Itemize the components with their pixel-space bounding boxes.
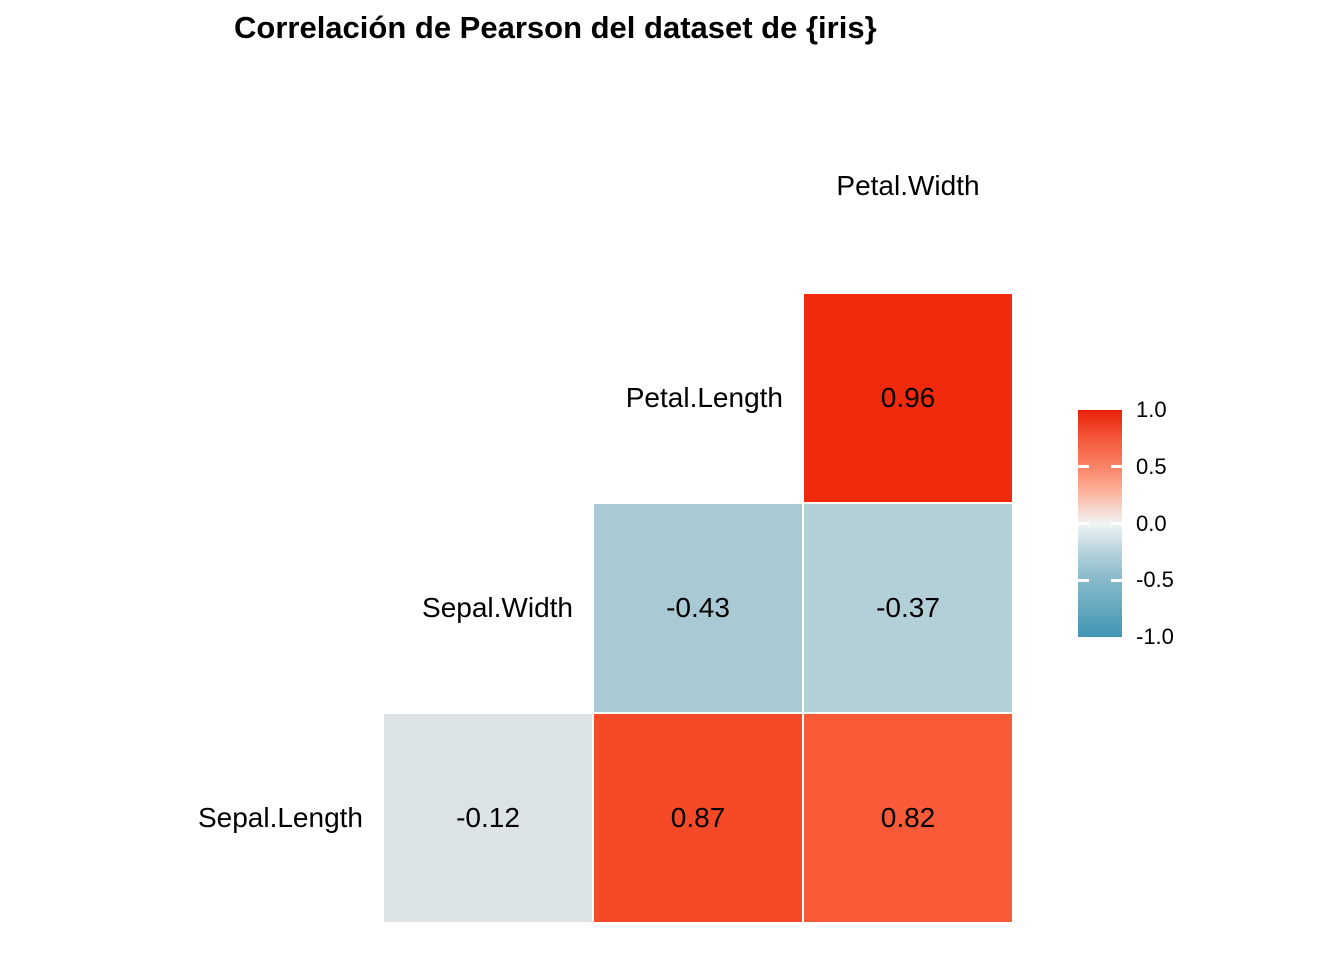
cell-value: 0.82: [880, 802, 936, 833]
legend-tick-label: -0.5: [1136, 567, 1174, 592]
legend-tick-label: 1.0: [1136, 397, 1167, 422]
cell-value: 0.96: [880, 382, 936, 413]
colorbar-tick-icon: [1111, 578, 1122, 582]
plot-title: Correlación de Pearson del dataset de {i…: [234, 10, 877, 45]
cell-value: 0.87: [670, 802, 726, 833]
cell-value: -0.37: [876, 592, 940, 623]
colorbar-tick-icon: [1078, 522, 1089, 525]
colorbar-tick-icon: [1078, 578, 1089, 582]
row-label-sepal-width: Sepal.Width: [422, 592, 573, 623]
cell-sepal-length-petal-width: 0.82: [803, 713, 1013, 923]
row-label-petal-length: Petal.Length: [625, 382, 783, 413]
legend-tick-label: 0.0: [1136, 511, 1167, 536]
column-label-petal-width: Petal.Width: [836, 170, 980, 201]
colorbar-tick-icon: [1111, 522, 1122, 525]
legend-tick-label: -1.0: [1136, 624, 1174, 649]
colorbar-tick-icon: [1111, 465, 1122, 469]
cell-value: -0.43: [666, 592, 730, 623]
cell-sepal-width-petal-width: -0.37: [803, 503, 1013, 713]
cell-sepal-length-sepal-width: -0.12: [383, 713, 593, 923]
cell-value: -0.12: [456, 802, 520, 833]
cell-sepal-width-petal-length: -0.43: [593, 503, 803, 713]
row-label-sepal-length: Sepal.Length: [197, 802, 363, 833]
colorbar-tick-icon: [1078, 465, 1089, 469]
legend-tick-label: 0.5: [1136, 454, 1167, 479]
cell-petal-length-petal-width: 0.96: [803, 293, 1013, 503]
cell-sepal-length-petal-length: 0.87: [593, 713, 803, 923]
legend-colorbar: [1078, 410, 1122, 637]
